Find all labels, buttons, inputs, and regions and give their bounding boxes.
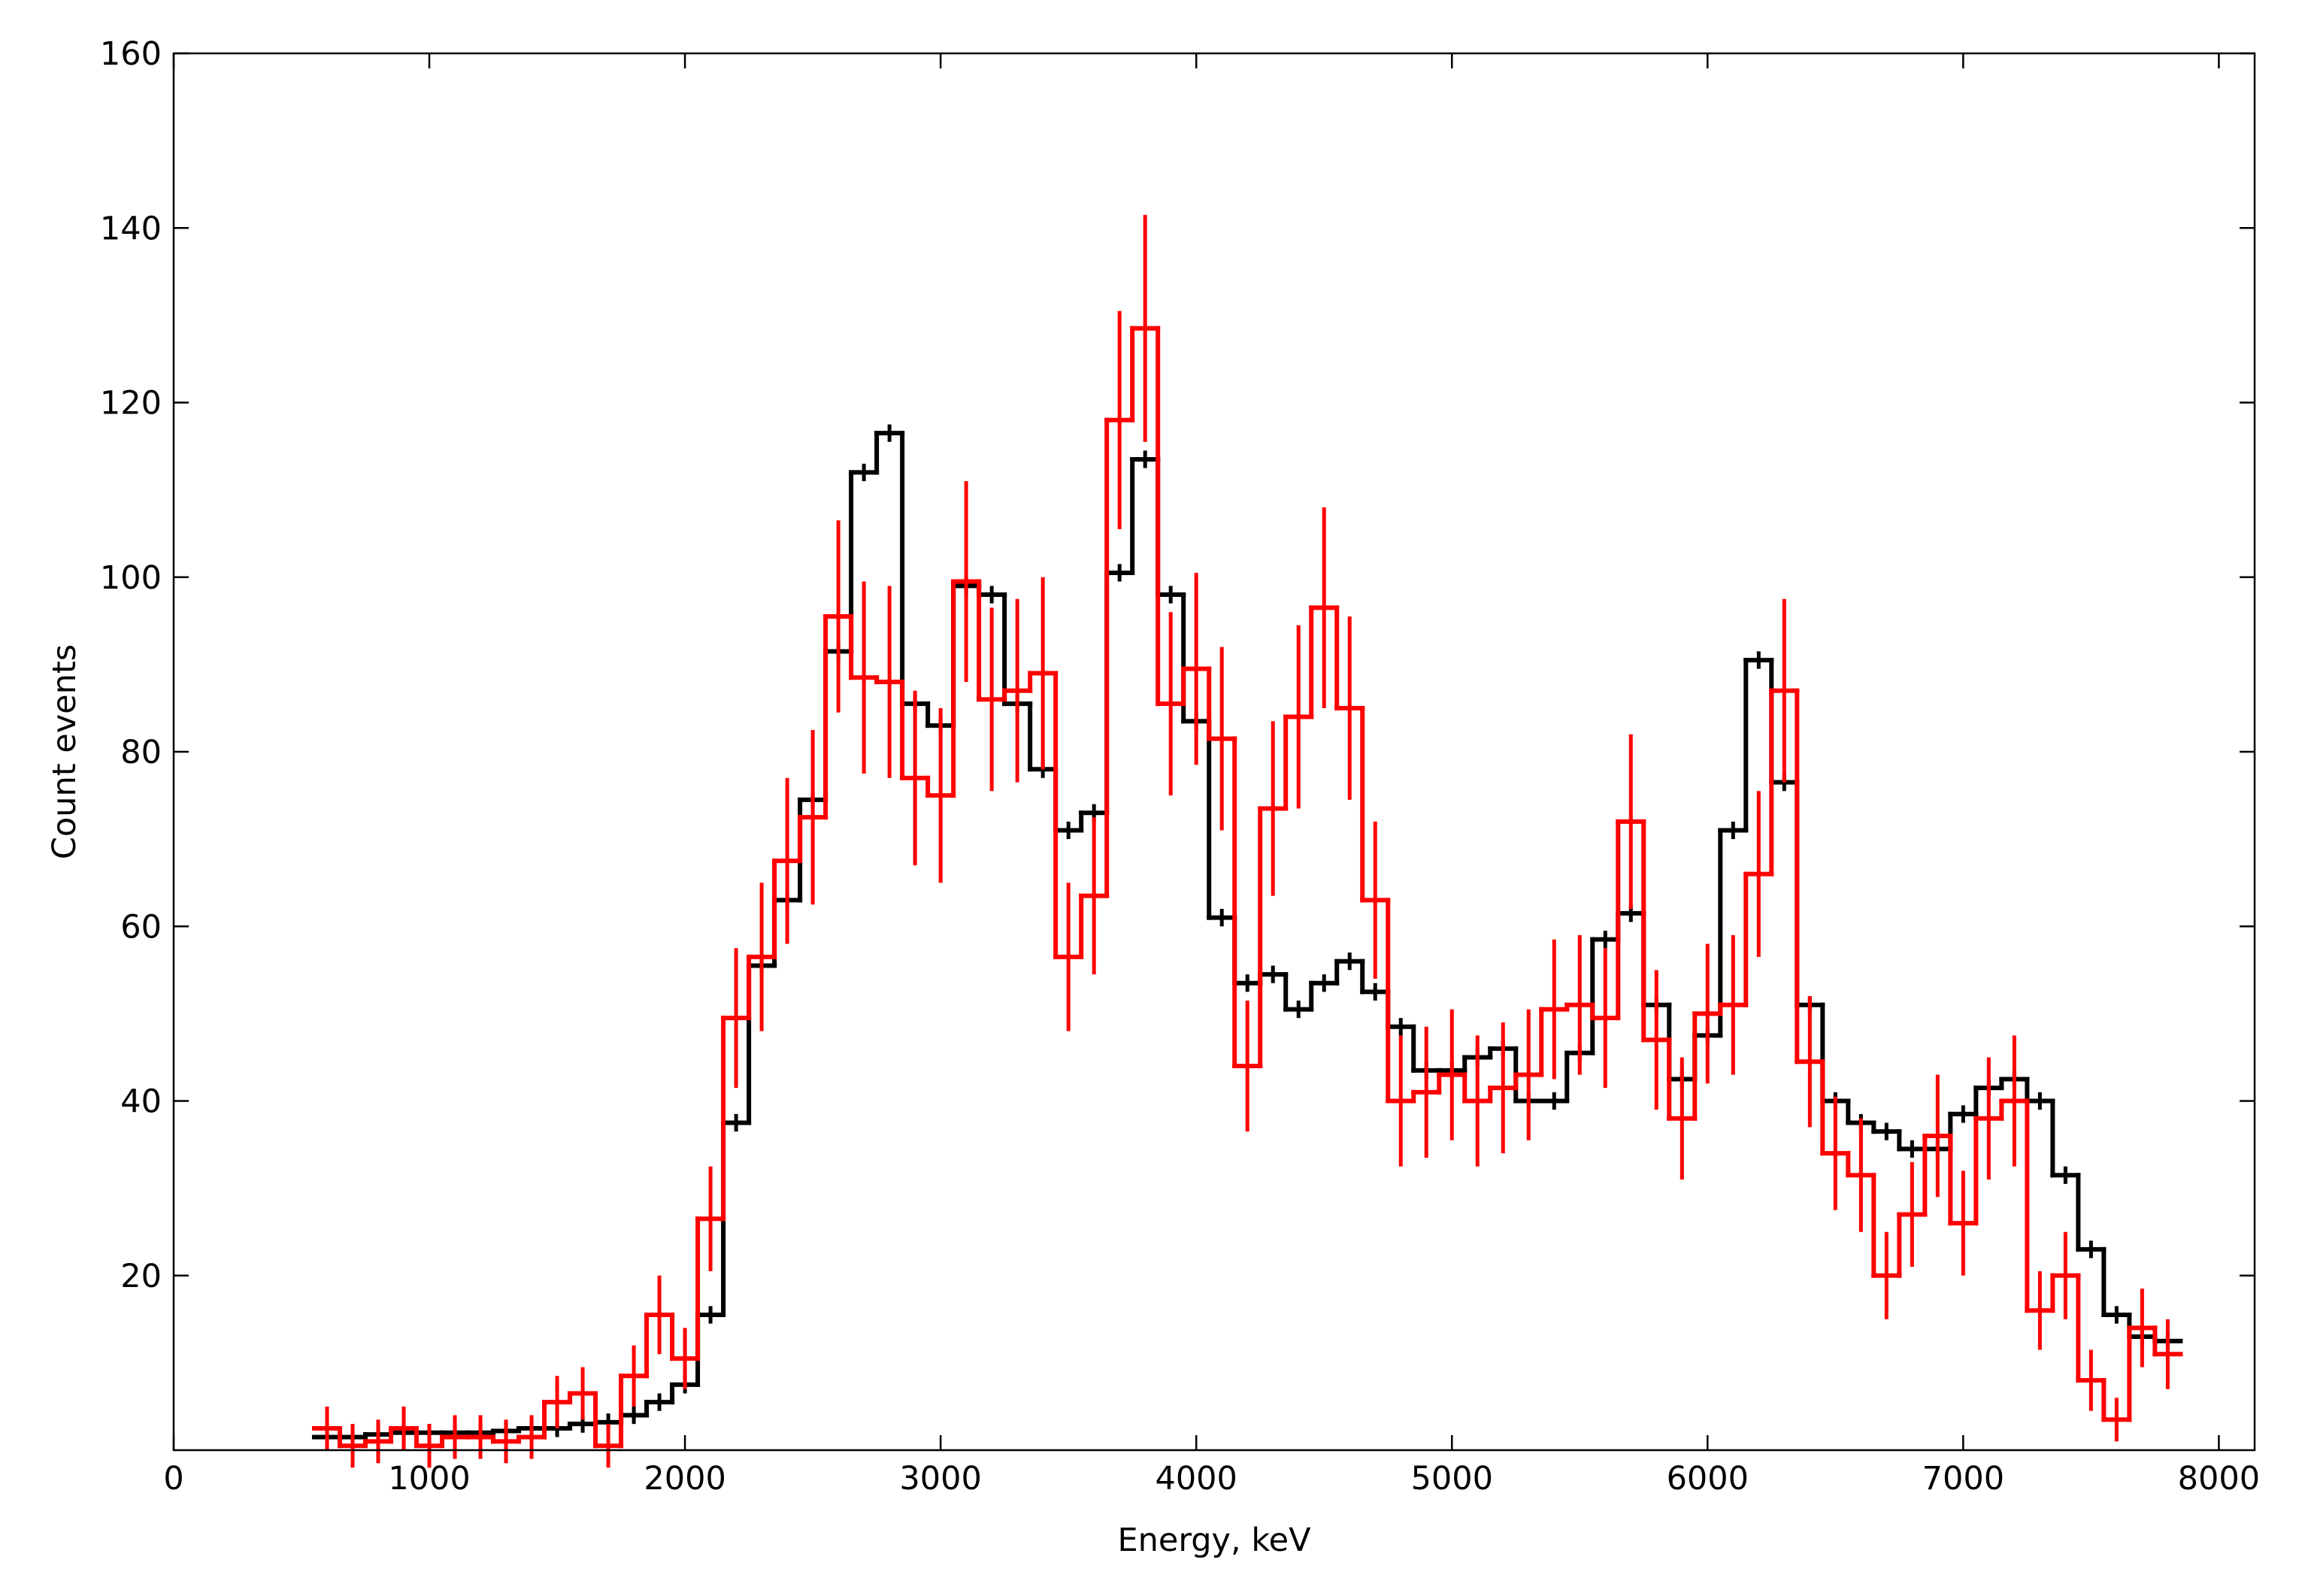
x-axis-label: Energy, keV xyxy=(1117,1522,1311,1559)
x-tick-label: 8000 xyxy=(2178,1460,2260,1498)
y-tick-label: 120 xyxy=(100,385,162,422)
y-tick-label: 60 xyxy=(120,908,162,946)
y-tick-label: 40 xyxy=(120,1083,162,1121)
x-tick-label: 7000 xyxy=(1922,1460,2004,1498)
y-tick-label: 80 xyxy=(120,734,162,771)
y-tick-label: 140 xyxy=(100,210,162,247)
x-tick-label: 5000 xyxy=(1411,1460,1493,1498)
x-tick-label: 2000 xyxy=(644,1460,725,1498)
x-tick-label: 1000 xyxy=(388,1460,470,1498)
plot-frame xyxy=(172,52,2256,1452)
x-tick-label: 0 xyxy=(163,1460,183,1498)
x-tick-label: 4000 xyxy=(1155,1460,1237,1498)
y-axis-label: Count events xyxy=(46,644,83,859)
axes-layer xyxy=(172,52,2255,1450)
histogram-series xyxy=(312,424,2183,1446)
x-tick-label: 6000 xyxy=(1667,1460,1749,1498)
y-tick-label: 20 xyxy=(120,1258,162,1295)
histogram-series xyxy=(312,214,2183,1468)
y-tick-label: 160 xyxy=(100,35,162,73)
y-tick-label: 100 xyxy=(100,559,162,597)
data-layer xyxy=(312,214,2183,1468)
x-tick-label: 3000 xyxy=(899,1460,981,1498)
